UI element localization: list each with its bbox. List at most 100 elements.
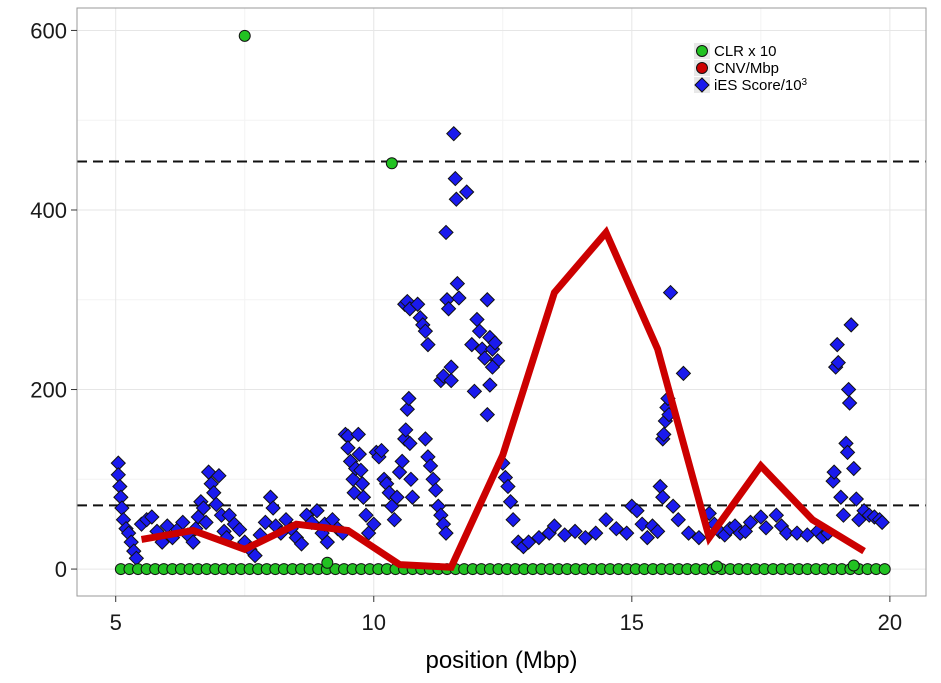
- y-tick-label: 400: [30, 198, 67, 223]
- x-axis: 5 10 15 20: [110, 596, 902, 635]
- ies-point: [675, 365, 692, 382]
- ies-point: [464, 336, 480, 353]
- ies-point: [391, 464, 408, 480]
- ies-point: [742, 514, 759, 531]
- ies-point: [826, 464, 842, 480]
- ies-point: [447, 170, 464, 187]
- ies-point: [649, 523, 666, 540]
- ies-point: [403, 471, 419, 488]
- clr-point: [710, 560, 723, 573]
- ies-point: [351, 446, 368, 462]
- ies-point: [440, 301, 457, 317]
- ies-point: [482, 377, 498, 393]
- ies-point: [427, 482, 444, 498]
- ies-point: [438, 224, 454, 241]
- ies-point: [505, 511, 521, 528]
- ies-point: [618, 525, 635, 541]
- ies-score-series: [110, 125, 890, 567]
- ies-point: [691, 529, 707, 546]
- ies-point: [144, 509, 160, 525]
- ies-point: [293, 536, 310, 552]
- ies-point: [340, 440, 356, 456]
- clr-point: [238, 29, 251, 42]
- ies-point: [458, 184, 475, 200]
- ies-point: [185, 534, 201, 550]
- ies-point: [443, 372, 459, 389]
- ies-point: [830, 354, 846, 371]
- ies-point: [753, 509, 769, 525]
- ies-point: [402, 435, 418, 452]
- legend-label: CLR x 10: [714, 43, 777, 60]
- ies-point: [846, 460, 862, 477]
- ies-point: [484, 359, 501, 375]
- ies-point: [195, 500, 212, 516]
- ies-point: [629, 503, 645, 519]
- clr-point: [321, 556, 334, 569]
- ies-point: [598, 511, 614, 528]
- ies-point: [422, 458, 439, 474]
- ies-point: [469, 311, 485, 328]
- legend-label-superscript: 3: [802, 77, 808, 88]
- ies-point: [208, 496, 225, 513]
- ies-point: [366, 516, 382, 532]
- ies-point: [670, 511, 686, 528]
- ies-point: [577, 529, 594, 546]
- legend-label: iES Score/103: [714, 77, 808, 95]
- cnv-line: [140, 225, 866, 571]
- ies-point: [198, 514, 214, 531]
- ies-point: [840, 381, 857, 398]
- ies-point: [758, 520, 774, 536]
- ies-point: [835, 507, 852, 523]
- panel-border: [76, 7, 927, 597]
- ies-point: [262, 489, 279, 505]
- ies-point: [874, 514, 890, 531]
- ies-point: [500, 478, 516, 495]
- ies-point: [833, 489, 849, 505]
- ies-point: [247, 547, 263, 564]
- ies-point: [211, 467, 227, 484]
- legend-label: CNV/Mbp: [714, 60, 779, 77]
- ies-point: [502, 494, 519, 510]
- y-tick-label: 200: [30, 378, 67, 403]
- ies-point: [398, 422, 414, 438]
- clr-series: [114, 29, 891, 576]
- ies-point: [665, 498, 681, 514]
- ies-point: [420, 336, 436, 353]
- ies-point: [448, 191, 465, 207]
- legend-key-circle: [696, 45, 708, 57]
- x-tick-label: 5: [110, 610, 122, 635]
- ies-point: [520, 534, 537, 550]
- ies-point: [841, 395, 858, 411]
- x-tick-label: 15: [620, 610, 644, 635]
- ies-point: [546, 518, 563, 534]
- y-tick-label: 600: [30, 18, 67, 43]
- ies-point: [451, 290, 467, 306]
- legend-key-circle: [696, 62, 708, 74]
- ies-point: [487, 335, 503, 351]
- ies-point: [789, 525, 805, 541]
- legend-key-diamond: [694, 77, 710, 93]
- ies-point: [401, 390, 417, 407]
- ies-point: [567, 523, 583, 540]
- ies-point: [404, 489, 421, 505]
- ies-point: [386, 511, 403, 528]
- ies-point: [399, 401, 416, 417]
- ies-point: [438, 525, 454, 541]
- y-axis: 0 200 400 600: [30, 18, 77, 582]
- ies-point: [231, 521, 248, 538]
- ies-point: [656, 426, 672, 443]
- ies-point: [662, 284, 679, 301]
- ies-point: [449, 275, 466, 292]
- ies-point: [634, 516, 650, 532]
- ies-point: [353, 462, 369, 479]
- ies-point: [652, 478, 668, 495]
- ies-point: [587, 525, 604, 541]
- ies-point: [768, 507, 785, 523]
- clr-point: [385, 157, 398, 170]
- ies-point: [466, 383, 483, 400]
- ies-point: [425, 471, 441, 488]
- ies-point: [477, 350, 493, 366]
- ies-point: [319, 534, 336, 550]
